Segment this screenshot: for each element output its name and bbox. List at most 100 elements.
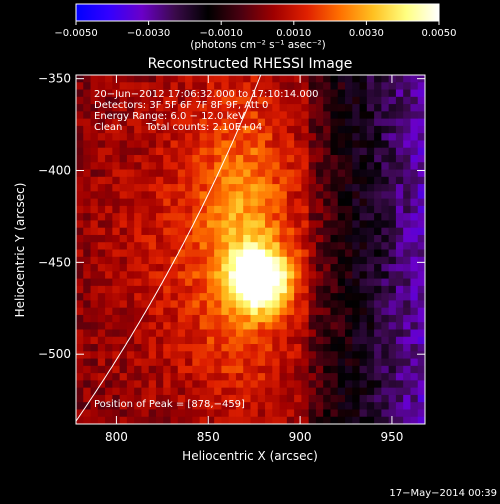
y-tick-label: −500 (38, 347, 71, 361)
heatmap-cell (388, 380, 397, 389)
heatmap-cell (214, 293, 223, 301)
heatmap-cell (155, 300, 164, 309)
heatmap-cell (105, 293, 113, 301)
heatmap-cell (134, 227, 143, 236)
heatmap-cell (403, 213, 412, 222)
heatmap-cell (301, 213, 310, 222)
heatmap-cell (214, 184, 223, 192)
heatmap-cell (330, 409, 339, 418)
heatmap-cell (134, 387, 143, 396)
heatmap-cell (126, 118, 135, 127)
heatmap-cell (250, 365, 259, 374)
heatmap-cell (112, 336, 121, 345)
heatmap-cell (286, 104, 295, 112)
heatmap-cell (148, 365, 157, 374)
heatmap-cell (301, 191, 310, 200)
heatmap-cell (185, 111, 193, 120)
heatmap-cell (250, 344, 259, 352)
heatmap-cell (119, 227, 128, 236)
heatmap-cell (359, 118, 368, 127)
heatmap-cell (366, 285, 375, 294)
heatmap-cell (163, 220, 172, 229)
colorbar: −0.0050 −0.0030 −0.0010 0.0010 0.0030 0.0050 … (54, 3, 457, 51)
heatmap-cell (83, 140, 92, 149)
heatmap-cell (279, 402, 288, 411)
heatmap-cell (286, 402, 295, 411)
heatmap-cell (192, 96, 201, 105)
heatmap-cell (286, 154, 295, 163)
heatmap-cell (126, 104, 135, 112)
heatmap-cell (192, 184, 201, 192)
heatmap-cell (388, 387, 397, 396)
heatmap-cell (279, 336, 288, 345)
heatmap-cell (192, 329, 201, 338)
heatmap-cell (83, 227, 92, 236)
heatmap-cell (76, 249, 84, 258)
heatmap-cell (257, 169, 266, 178)
heatmap-cell (272, 351, 281, 360)
heatmap-cell (395, 416, 404, 424)
heatmap-cell (76, 234, 84, 243)
heatmap-cell (417, 358, 425, 367)
heatmap-cell (366, 220, 375, 229)
heatmap-cell (403, 198, 412, 207)
heatmap-cell (228, 184, 237, 192)
heatmap-cell (243, 351, 252, 360)
heatmap-cell (163, 387, 172, 396)
heatmap-cell (76, 198, 84, 207)
heatmap-cell (301, 205, 310, 214)
heatmap-cell (185, 365, 193, 374)
heatmap-cell (337, 234, 346, 243)
heatmap-cell (330, 133, 339, 142)
heatmap-cell (315, 373, 324, 381)
heatmap-cell (221, 191, 230, 200)
heatmap-cell (170, 118, 179, 127)
heatmap-cell (265, 75, 273, 83)
heatmap-cell (330, 329, 339, 338)
heatmap-cell (243, 249, 252, 258)
heatmap-cell (337, 329, 346, 338)
heatmap-cell (228, 133, 237, 142)
heatmap-cell (345, 264, 353, 272)
heatmap-cell (403, 293, 412, 301)
heatmap-cell (221, 300, 230, 309)
heatmap-cell (105, 198, 113, 207)
heatmap-cell (308, 249, 317, 258)
heatmap-cell (366, 336, 375, 345)
heatmap-cell (76, 264, 84, 272)
heatmap-cell (359, 322, 368, 331)
heatmap-cell (417, 373, 425, 381)
heatmap-cell (170, 147, 179, 156)
heatmap-cell (374, 409, 382, 418)
heatmap-cell (395, 373, 404, 381)
heatmap-cell (323, 314, 332, 323)
heatmap-cell (374, 329, 382, 338)
heatmap-cell (105, 285, 113, 294)
heatmap-cell (163, 285, 172, 294)
heatmap-cell (90, 249, 99, 258)
heatmap-cell (410, 89, 419, 98)
heatmap-cell (272, 118, 281, 127)
heatmap-cell (235, 118, 244, 127)
heatmap-cell (315, 351, 324, 360)
heatmap-cell (359, 220, 368, 229)
heatmap-cell (163, 89, 172, 98)
heatmap-cell (374, 336, 382, 345)
heatmap-cell (221, 176, 230, 185)
heatmap-cell (337, 380, 346, 389)
heatmap-cell (301, 307, 310, 316)
heatmap-cell (221, 307, 230, 316)
heatmap-cell (330, 82, 339, 91)
heatmap-cell (112, 380, 121, 389)
heatmap-cell (272, 365, 281, 374)
heatmap-cell (265, 322, 273, 331)
heatmap-cell (315, 96, 324, 105)
heatmap-cell (141, 133, 150, 142)
heatmap-cell (395, 162, 404, 171)
heatmap-cell (228, 344, 237, 352)
heatmap-cell (105, 96, 113, 105)
heatmap-cell (257, 82, 266, 91)
heatmap-cell (206, 351, 215, 360)
heatmap-cell (257, 205, 266, 214)
heatmap-cell (286, 314, 295, 323)
